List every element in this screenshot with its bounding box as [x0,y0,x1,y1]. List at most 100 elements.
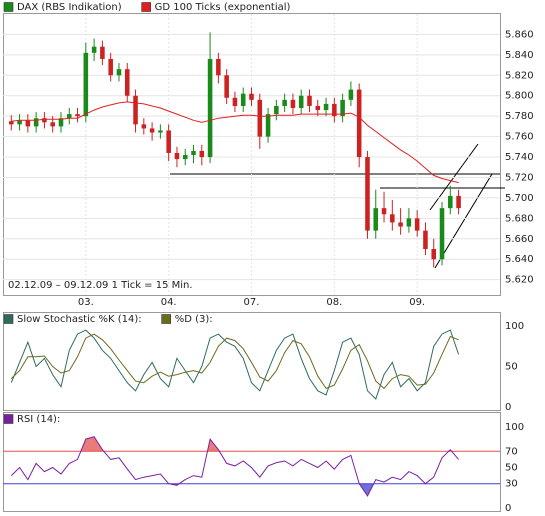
candle-body [232,97,238,106]
candle-body [141,124,147,129]
series-line [10,333,459,390]
legend-swatch [3,414,14,424]
candle-body [149,128,155,133]
candle-body [431,249,437,260]
y-tick-label: 5.760 [505,132,534,143]
candle-body [100,46,105,59]
candle-body [207,58,213,158]
legend-swatch [3,314,14,324]
legend-swatch [161,314,171,324]
y-tick-label: 5.700 [505,193,534,204]
rsi-panel [3,412,501,512]
legend-label: %D (3): [175,314,213,325]
series-line [10,436,459,497]
candle-body [182,155,188,160]
y-tick-label: 5.660 [505,234,534,245]
y-tick-label: 5.780 [505,111,534,122]
series-line [11,101,459,184]
candle-body [414,218,420,231]
candle-body [398,222,403,227]
candle-body [158,130,163,133]
y-tick-label: 5.820 [505,70,534,81]
candle-body [423,230,428,250]
candle-body [249,93,254,100]
y-tick-label: 30 [505,479,518,490]
candle-body [332,103,337,117]
y-tick-label: 0 [505,503,511,514]
stochastic-panel [3,312,501,411]
candle-body [265,114,271,137]
candle-body [373,208,379,231]
legend-label: Slow Stochastic %K (14): [17,314,142,325]
candle-body [83,52,89,117]
candle-body [174,152,180,160]
channel-line [434,173,493,269]
y-tick-label: 70 [505,446,518,457]
candle-body [390,214,395,223]
annotation: 02.12.09 – 09.12.09 1 Tick = 15 Min. [8,280,193,291]
threshold-fill [11,483,459,496]
y-tick-label: 100 [505,321,524,332]
candle-body [240,93,246,106]
y-tick-label: 0 [505,402,511,413]
candle-body [191,150,196,156]
candle-body [9,121,14,125]
candle-body [224,75,229,98]
candle-body [75,114,80,117]
y-tick-label: 100 [505,422,524,433]
y-tick-label: 5.640 [505,254,534,265]
legend-label: GD 100 Ticks (exponential) [155,2,291,13]
y-tick-label: 50 [505,362,518,373]
candle-body [166,130,171,153]
candle-body [290,99,296,109]
candle-body [381,208,387,215]
candle-body [456,195,461,209]
candle-body [356,89,362,158]
candle-body [365,157,370,231]
x-tick-label: 09. [409,297,425,308]
legend-label: DAX (RBS Indikation) [17,2,122,13]
y-tick-label: 5.620 [505,275,534,286]
series-line [10,329,460,400]
candle-body [257,99,263,137]
x-tick-label: 03. [78,297,94,308]
candle-body [42,118,47,123]
candle-body [66,114,72,119]
candle-body [307,95,312,106]
y-tick-label: 5.720 [505,172,534,183]
y-tick-label: 5.740 [505,152,534,163]
y-tick-label: 5.860 [505,29,534,40]
candle-body [33,118,39,127]
candle-body [439,208,445,260]
candle-body [315,105,321,111]
candle-body [323,103,329,111]
candle-body [25,120,31,127]
x-tick-label: 07. [244,297,260,308]
legend-label: RSI (14): [17,414,60,425]
candle-body [58,118,64,127]
candle-body [108,58,113,76]
candle-body [348,89,354,100]
candle-body [17,120,22,125]
candle-body [124,69,130,96]
candle-body [274,105,279,115]
legend-swatch [3,2,14,12]
x-tick-label: 08. [326,297,342,308]
candle-body [50,122,55,127]
candle-body [199,150,205,158]
candle-body [282,99,287,106]
candle-body [340,99,345,117]
candle-body [448,195,453,209]
candle-body [298,95,304,109]
candle-body [406,218,412,227]
candle-body [216,58,221,76]
y-tick-label: 50 [505,463,518,474]
candle-body [133,95,138,125]
candle-body [91,46,97,53]
y-tick-label: 5.800 [505,91,534,102]
legend-swatch [141,2,151,12]
candle-body [116,69,122,76]
x-tick-label: 04. [161,297,177,308]
y-tick-label: 5.840 [505,50,534,61]
